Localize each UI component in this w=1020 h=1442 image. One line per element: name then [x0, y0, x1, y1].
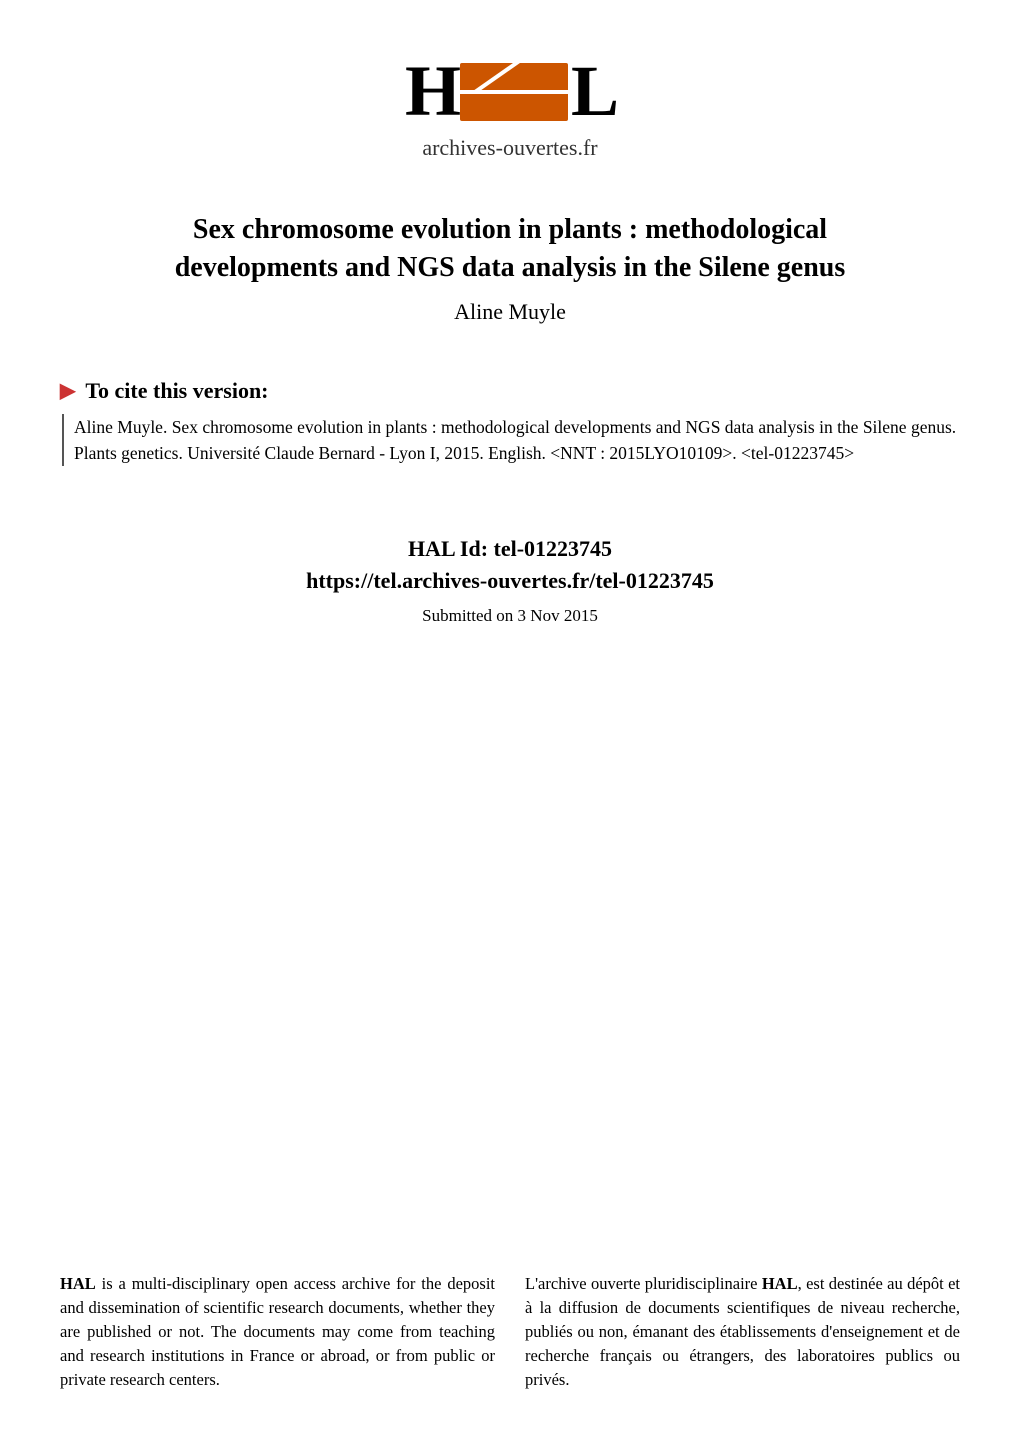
cite-block: ▶ To cite this version: Aline Muyle. Sex… — [60, 378, 960, 467]
logo-line-diagonal — [474, 44, 542, 93]
page-root: H L archives-ouvertes.fr Sex chromosome … — [0, 0, 1020, 1442]
footer-left-text: is a multi-disciplinary open access arch… — [60, 1274, 495, 1389]
triangle-icon: ▶ — [60, 378, 75, 403]
hal-id-label: HAL Id: — [408, 536, 494, 561]
cite-header-text: To cite this version: — [85, 378, 268, 404]
title-block: Sex chromosome evolution in plants : met… — [60, 211, 960, 325]
footer-left-bold: HAL — [60, 1274, 96, 1293]
citation-text: Aline Muyle. Sex chromosome evolution in… — [62, 414, 960, 467]
footer-columns: HAL is a multi-disciplinary open access … — [60, 1272, 960, 1392]
logo-orange-a-icon — [460, 63, 568, 121]
cite-header-row: ▶ To cite this version: — [60, 378, 960, 404]
logo-subtitle: archives-ouvertes.fr — [405, 135, 615, 161]
paper-title-line1: Sex chromosome evolution in plants : met… — [60, 211, 960, 249]
footer-right-bold: HAL — [762, 1274, 798, 1293]
paper-title-line2: developments and NGS data analysis in th… — [60, 249, 960, 287]
hal-id-value: tel-01223745 — [494, 536, 613, 561]
logo-container: H L archives-ouvertes.fr — [60, 50, 960, 161]
submitted-date: Submitted on 3 Nov 2015 — [60, 606, 960, 626]
footer-col-left: HAL is a multi-disciplinary open access … — [60, 1272, 495, 1392]
footer-col-right: L'archive ouverte pluridisciplinaire HAL… — [525, 1272, 960, 1392]
hal-url: https://tel.archives-ouvertes.fr/tel-012… — [60, 568, 960, 594]
logo-letters: H L — [405, 50, 615, 133]
hal-logo: H L archives-ouvertes.fr — [405, 50, 615, 161]
hal-id-line: HAL Id: tel-01223745 — [60, 536, 960, 562]
hal-id-block: HAL Id: tel-01223745 https://tel.archive… — [60, 536, 960, 626]
logo-l-letter: L — [571, 50, 615, 133]
author-name: Aline Muyle — [60, 299, 960, 325]
footer-right-pre: L'archive ouverte pluridisciplinaire — [525, 1274, 762, 1293]
logo-h-letter: H — [405, 50, 457, 133]
